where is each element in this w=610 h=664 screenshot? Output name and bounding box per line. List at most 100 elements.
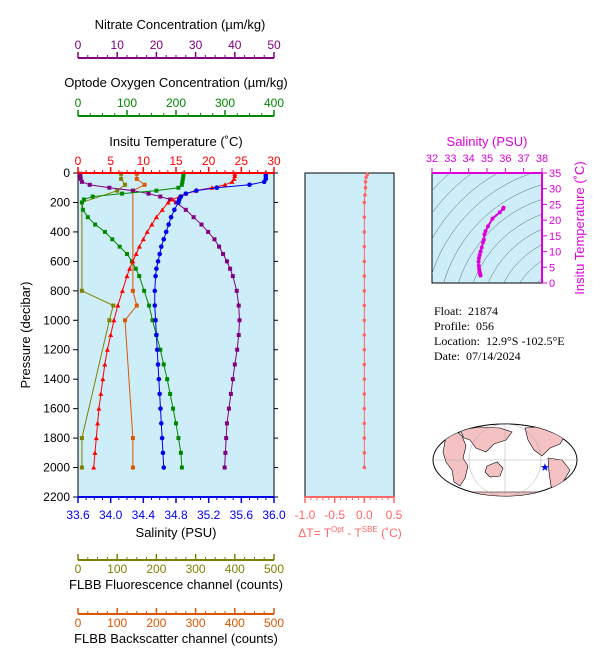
ts-point [476, 256, 481, 261]
nitrate-point [158, 194, 163, 199]
delta-point [362, 303, 367, 308]
oxygen-point [179, 465, 184, 470]
delta-point [362, 392, 367, 396]
profile-row: Profile: 056 [434, 319, 494, 333]
salinity-point [214, 185, 220, 191]
nitrate-point [174, 200, 178, 205]
axis-nitrate-tick-label: 40 [228, 38, 242, 52]
nitrate-point [232, 362, 237, 367]
oxygen-point [168, 391, 173, 396]
axis-temperature-tick-label: 0 [75, 154, 82, 168]
temperature-point [229, 179, 235, 184]
location-row: Location: 12.9°S -102.5°E [434, 334, 565, 348]
axis-salinity-tick-label: 33.6 [66, 508, 90, 522]
nitrate-point [79, 179, 84, 184]
nitrate-point [212, 237, 217, 242]
fluorescence-point [119, 176, 124, 181]
oxygen-point [180, 179, 185, 184]
axis-salinity-tick-label: 34.8 [164, 508, 188, 522]
backscatter-point [130, 465, 135, 470]
backscatter-point [123, 318, 128, 323]
temperature-point [124, 273, 130, 279]
ts-ytick-label: 35 [549, 168, 561, 180]
pressure-tick-label: 200 [50, 195, 70, 209]
oxygen-point [179, 182, 184, 187]
ts-xlabel: Salinity (PSU) [447, 134, 528, 149]
salinity-point [155, 362, 161, 367]
axis-fluorescence-tick-label: 400 [225, 562, 245, 576]
fluorescence-point [115, 188, 120, 193]
pressure-tick-label: 800 [50, 284, 70, 298]
salinity-axis: 33.6 34.0 34.4 34.8 35.2 35.6 36.0 [66, 496, 286, 522]
delta-point [362, 200, 367, 205]
delta-point [362, 274, 367, 278]
nitrate-point [223, 450, 228, 455]
nitrate-point [78, 173, 83, 178]
delta-tick-label: -0.5 [324, 508, 345, 522]
fluorescence-point [123, 182, 128, 187]
nitrate-axis-label: Nitrate Concentration (µm/kg) [95, 17, 266, 32]
pressure-axis: 0 200 400 600 800 1000 1200 1400 1600 1800 2000 220… [43, 166, 278, 504]
ts-ytick-label: 10 [549, 247, 561, 259]
ts-point [480, 240, 485, 245]
nitrate-point [168, 197, 173, 202]
delta-point [362, 347, 367, 352]
oxygen-point [176, 185, 181, 190]
axis-backscatter-tick-label: 200 [146, 616, 166, 630]
axis-fluorescence-tick-label: 300 [186, 562, 206, 576]
ts-point [476, 259, 481, 264]
axis-salinity-tick-label: 36.0 [262, 508, 286, 522]
nitrate-point [222, 465, 227, 470]
temperature-point [91, 465, 97, 470]
fluorescence-point [79, 436, 84, 441]
ts-point [477, 253, 482, 258]
oxygen-point [171, 406, 176, 411]
axis-fluorescence-tick-label: 0 [75, 562, 82, 576]
fluorescence-point [79, 465, 84, 470]
fluorescence-point [111, 303, 116, 308]
temperature-point [93, 435, 99, 441]
delta-tick-label: -1.0 [295, 508, 316, 522]
temperature-point [149, 222, 155, 227]
ts-ytick-label: 15 [549, 231, 561, 243]
oxygen-point [147, 303, 152, 308]
nitrate-point [224, 259, 229, 264]
world-map: ★ [432, 423, 578, 497]
salinity-point [154, 332, 159, 338]
oxygen-point [178, 450, 183, 455]
fluorescence-point [107, 318, 112, 323]
backscatter-point [134, 303, 139, 308]
axis-oxygen-tick-label: 100 [117, 96, 137, 110]
temperature-point [133, 251, 139, 256]
pressure-tick-label: 2200 [43, 490, 70, 504]
delta-point [362, 230, 367, 234]
oxygen-point [125, 252, 129, 256]
nitrate-point [235, 347, 240, 352]
salinity-point [159, 421, 164, 426]
oxygen-point [158, 347, 163, 352]
oxygen-point [102, 229, 107, 234]
axis-salinity-tick-label: 34.0 [99, 508, 123, 522]
pressure-tick-label: 0 [63, 166, 70, 180]
ts-xtick-label: 33 [444, 153, 456, 165]
nitrate-point [228, 266, 233, 271]
delta-point [362, 377, 367, 381]
ts-ytick-label: 25 [549, 199, 561, 211]
oxygen-point [81, 197, 86, 202]
salinity-point [159, 244, 164, 249]
fluorescence-line [81, 173, 126, 468]
temperature-point [130, 258, 136, 264]
axis-nitrate-tick-label: 20 [150, 38, 164, 52]
oxygen-line [81, 173, 184, 468]
ts-xtick-label: 38 [536, 153, 548, 165]
nitrate-point [146, 191, 151, 196]
delta-point [362, 436, 367, 440]
backscatter-axis: 0 100 200 300 400 500 [75, 608, 284, 630]
temperature-point [232, 173, 238, 178]
temperature-point [102, 361, 108, 367]
date-row: Date: 07/14/2024 [434, 349, 521, 363]
nitrate-point [224, 436, 229, 441]
delta-series: -1.0 -0.5 0.0 0.5 [295, 172, 403, 522]
salinity-point [152, 303, 158, 308]
temperature-point [104, 347, 110, 352]
